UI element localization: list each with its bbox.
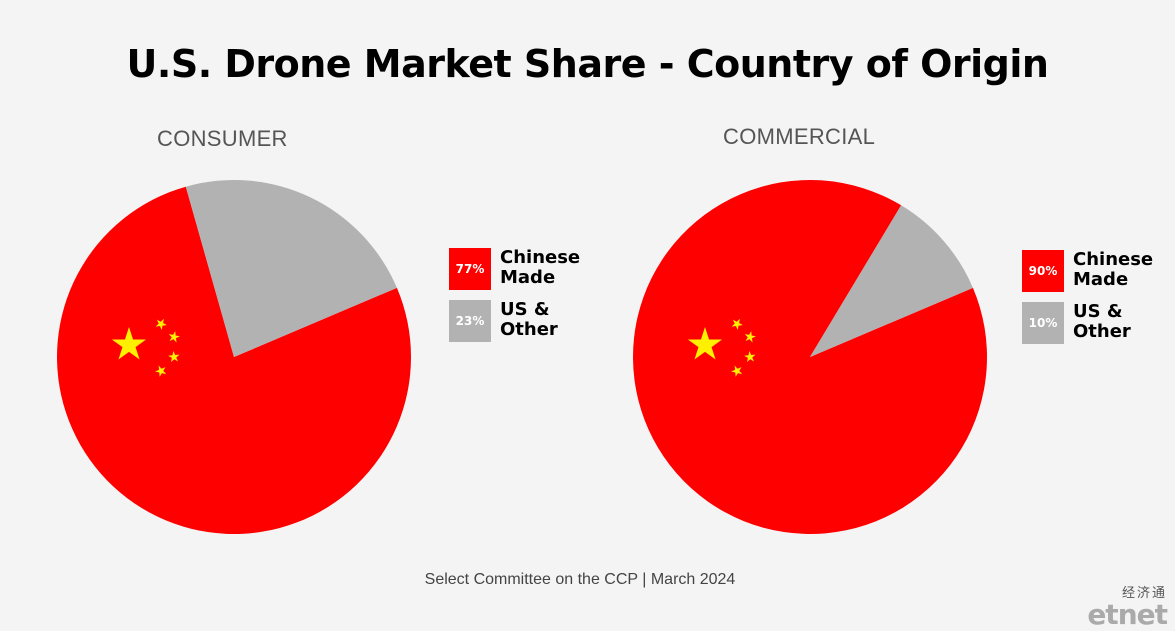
legend-item-us-other: 10% US & Other — [1022, 302, 1175, 344]
legend-swatch-chinese-made: 90% — [1022, 250, 1064, 292]
commercial-pie-chart — [633, 180, 988, 535]
chart-title: U.S. Drone Market Share - Country of Ori… — [126, 42, 1049, 86]
legend-label-us-other: US & Other — [1073, 301, 1131, 342]
legend-label-chinese-made: Chinese Made — [500, 247, 581, 288]
etnet-logo: etnet — [1087, 598, 1168, 631]
watermark-chinese-text: 经济通 — [1121, 586, 1167, 601]
china-flag-stars-icon — [687, 318, 756, 377]
pie-slice-us-other — [810, 205, 973, 357]
legend-item-us-other: 23% US & Other — [449, 300, 629, 342]
legend-item-chinese-made: 77% Chinese Made — [449, 248, 629, 290]
china-flag-stars-icon — [111, 318, 180, 377]
pie-slice-chinese-made — [633, 180, 988, 535]
consumer-pie-chart — [57, 180, 412, 535]
pie-slice-us-other — [185, 180, 397, 357]
source-note: Select Committee on the CCP | March 2024 — [424, 571, 736, 588]
legend-label-us-other: US & Other — [500, 299, 558, 340]
legend-swatch-chinese-made: 77% — [449, 248, 491, 290]
legend-item-chinese-made: 90% Chinese Made — [1022, 250, 1175, 292]
legend-swatch-us-other: 10% — [1022, 302, 1064, 344]
legend-swatch-us-other: 23% — [449, 300, 491, 342]
legend-label-chinese-made: Chinese Made — [1073, 249, 1154, 290]
pie-slice-chinese-made — [57, 186, 412, 535]
etnet-watermark: 经济通 etnet — [1087, 582, 1168, 631]
consumer-pie-title: CONSUMER — [157, 126, 288, 151]
commercial-pie-title: COMMERCIAL — [723, 124, 876, 149]
